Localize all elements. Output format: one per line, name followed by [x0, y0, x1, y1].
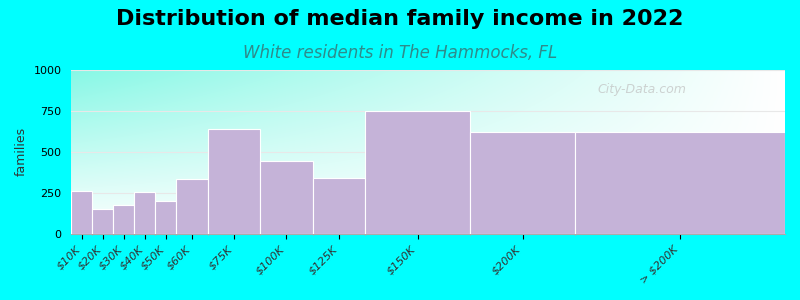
Bar — [575, 132, 785, 234]
Bar — [92, 209, 114, 234]
Text: City-Data.com: City-Data.com — [598, 83, 686, 96]
Y-axis label: families: families — [15, 127, 28, 176]
Bar — [114, 205, 134, 234]
Bar — [176, 179, 208, 234]
Text: Distribution of median family income in 2022: Distribution of median family income in … — [116, 9, 684, 29]
Bar — [260, 161, 313, 234]
Bar — [134, 192, 155, 234]
Text: White residents in The Hammocks, FL: White residents in The Hammocks, FL — [243, 44, 557, 62]
Bar — [155, 201, 176, 234]
Bar — [208, 129, 260, 234]
Bar — [365, 111, 470, 234]
Bar — [313, 178, 365, 234]
Bar — [470, 132, 575, 234]
Bar — [71, 191, 92, 234]
